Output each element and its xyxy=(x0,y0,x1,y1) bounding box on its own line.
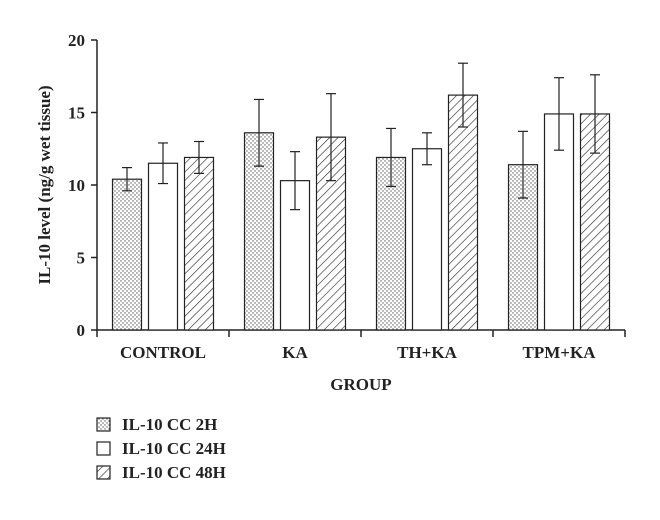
legend-swatch xyxy=(96,441,111,456)
y-axis-label: IL-10 level (ng/g wet tissue) xyxy=(35,85,54,284)
legend-item: IL-10 CC 48H xyxy=(96,463,226,482)
legend-item: IL-10 CC 2H xyxy=(96,415,217,434)
error-bar xyxy=(458,62,468,128)
y-axis: 0 5 10 15 20 xyxy=(68,31,98,340)
error-bar xyxy=(158,142,168,185)
legend-item: IL-10 CC 24H xyxy=(96,439,226,458)
x-tick-label: TH+KA xyxy=(397,343,457,362)
error-bar xyxy=(290,151,300,211)
x-tick-label: TPM+KA xyxy=(523,343,597,362)
legend-swatch xyxy=(96,465,111,480)
y-tick-label: 10 xyxy=(68,176,85,195)
x-tick-label: CONTROL xyxy=(120,343,206,362)
error-bar xyxy=(518,130,528,199)
bar xyxy=(147,162,179,331)
bar xyxy=(111,178,143,331)
bar xyxy=(183,156,215,331)
y-tick-label: 15 xyxy=(68,104,85,123)
error-bar xyxy=(122,167,132,192)
error-bar xyxy=(554,77,564,151)
error-bar xyxy=(386,127,396,188)
error-bar xyxy=(254,98,264,167)
legend-swatch xyxy=(96,417,111,432)
bar xyxy=(411,148,443,331)
y-tick-label: 0 xyxy=(77,321,86,340)
x-axis: CONTROL KA TH+KA TPM+KA xyxy=(96,329,626,362)
y-tick-label: 20 xyxy=(68,31,85,50)
error-bar xyxy=(422,132,432,166)
error-bar xyxy=(194,140,204,174)
y-tick-label: 5 xyxy=(77,249,86,268)
x-tick-label: KA xyxy=(282,343,308,362)
error-bar xyxy=(590,74,600,154)
legend-label: IL-10 CC 2H xyxy=(122,415,217,434)
error-bar xyxy=(326,93,336,182)
legend-label: IL-10 CC 48H xyxy=(122,463,226,482)
bar xyxy=(447,94,479,331)
x-axis-label: GROUP xyxy=(330,375,391,394)
legend-label: IL-10 CC 24H xyxy=(122,439,226,458)
legend: IL-10 CC 2H IL-10 CC 24H IL-10 CC 48H xyxy=(96,415,226,482)
bars xyxy=(111,62,611,331)
